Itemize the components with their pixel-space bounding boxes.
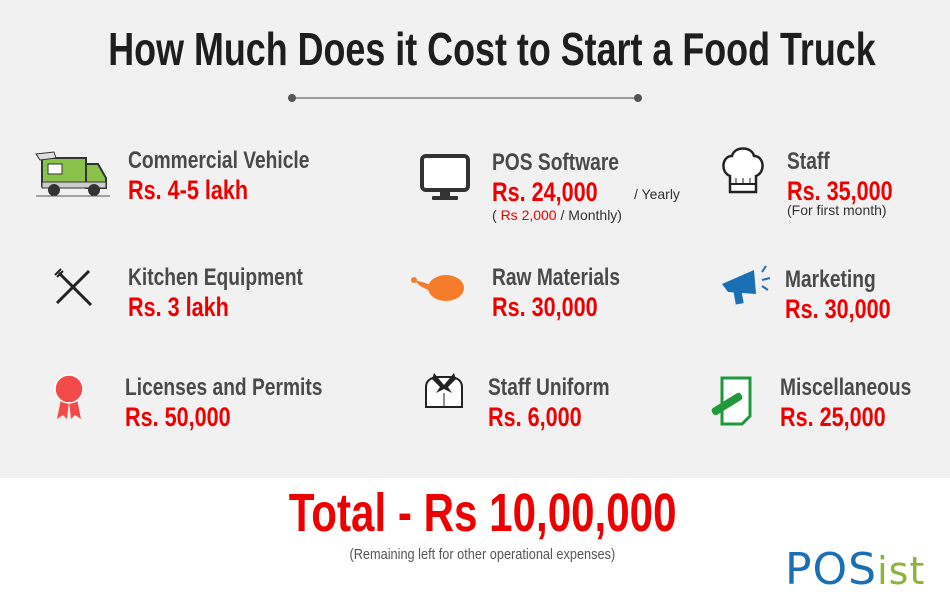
- divider-dot: [634, 94, 642, 102]
- food-truck-icon: [35, 151, 110, 197]
- cost-item-kitchen-equipment: Kitchen Equipment Rs. 3 lakh: [128, 264, 303, 322]
- cost-item-raw-materials: Raw Materials Rs. 30,000: [492, 264, 621, 322]
- cost-item-marketing: Marketing Rs. 30,000: [785, 266, 891, 324]
- posist-logo: POSist: [785, 544, 926, 595]
- chicken-icon: [411, 275, 464, 301]
- total-cost: Total - Rs 10,00,000: [288, 483, 677, 543]
- cost-item-staff: Staff Rs. 35,000 (For first month): [787, 148, 893, 218]
- chef-hat-icon: [722, 147, 764, 194]
- pos-price-suffix: / Yearly: [634, 186, 680, 202]
- fork-knife-icon: [54, 268, 93, 307]
- divider: [293, 97, 638, 99]
- cost-item-miscellaneous: Miscellaneous Rs. 25,000: [780, 374, 912, 432]
- cost-item-staff-uniform: Staff Uniform Rs. 6,000: [488, 374, 610, 432]
- cost-item-licenses-permits: Licenses and Permits Rs. 50,000: [125, 374, 323, 432]
- note-pencil-icon: [711, 376, 752, 426]
- divider-dot: [288, 94, 296, 102]
- award-ribbon-icon: [54, 374, 84, 419]
- page-title: How Much Does it Cost to Start a Food Tr…: [108, 23, 876, 75]
- uniform-icon: [425, 373, 463, 408]
- megaphone-icon: [722, 265, 771, 305]
- cost-item-pos-software: POS Software Rs. 24,000/ Yearly ( Rs 2,0…: [492, 149, 680, 223]
- monitor-icon: [420, 154, 470, 200]
- background-panel: [0, 0, 950, 478]
- total-note: (Remaining left for other operational ex…: [349, 546, 616, 563]
- cost-item-commercial-vehicle: Commercial Vehicle Rs. 4-5 lakh: [128, 147, 310, 205]
